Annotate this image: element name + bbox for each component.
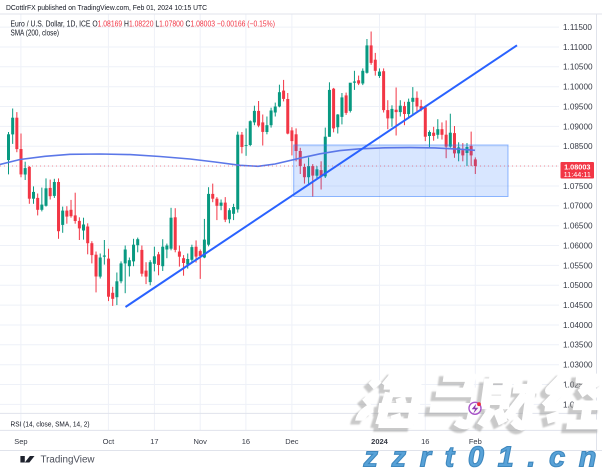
svg-text:Euro / U.S. Dollar, 1D, ICE O1: Euro / U.S. Dollar, 1D, ICE O1.08169 H1.…	[11, 20, 276, 29]
svg-text:RSI (14, close, SMA, 14, 2): RSI (14, close, SMA, 14, 2)	[11, 419, 90, 428]
svg-text:Oct: Oct	[103, 437, 116, 446]
svg-text:1.08003: 1.08003	[564, 162, 590, 171]
svg-text:1.11000: 1.11000	[563, 43, 592, 52]
svg-text:1.06000: 1.06000	[563, 241, 593, 250]
svg-text:SMA (200, close): SMA (200, close)	[11, 28, 60, 37]
svg-text:1.05000: 1.05000	[563, 281, 593, 290]
svg-text:DCottlrFX published on Trading: DCottlrFX published on TradingView.com, …	[6, 3, 207, 12]
svg-text:1.03500: 1.03500	[563, 341, 593, 350]
svg-text:16: 16	[242, 437, 250, 446]
svg-text:Nov: Nov	[194, 437, 208, 446]
svg-text:1.07500: 1.07500	[563, 182, 593, 191]
svg-text:16: 16	[421, 437, 429, 446]
svg-text:1.10000: 1.10000	[563, 83, 593, 92]
svg-text:1.07000: 1.07000	[563, 202, 593, 211]
svg-text:zzrt01.cn: zzrt01.cn	[363, 442, 599, 470]
svg-text:1.10500: 1.10500	[563, 63, 593, 72]
svg-text:1.11500: 1.11500	[563, 23, 592, 32]
svg-text:1.04000: 1.04000	[563, 321, 593, 330]
svg-text:1.04500: 1.04500	[563, 301, 593, 310]
svg-text:1.09000: 1.09000	[563, 122, 593, 131]
svg-text:Sep: Sep	[14, 437, 27, 446]
svg-text:1.08500: 1.08500	[563, 142, 593, 151]
svg-text:2024: 2024	[371, 437, 389, 446]
svg-text:1.03000: 1.03000	[563, 361, 593, 370]
svg-text:11:44:11: 11:44:11	[564, 170, 591, 179]
svg-text:1.09500: 1.09500	[563, 102, 593, 111]
svg-text:17: 17	[150, 437, 158, 446]
svg-text:Dec: Dec	[285, 437, 299, 446]
svg-text:1.05500: 1.05500	[563, 261, 593, 270]
svg-text:Feb: Feb	[469, 437, 482, 446]
svg-text:1.06500: 1.06500	[563, 222, 593, 231]
svg-text:TradingView: TradingView	[41, 455, 96, 466]
